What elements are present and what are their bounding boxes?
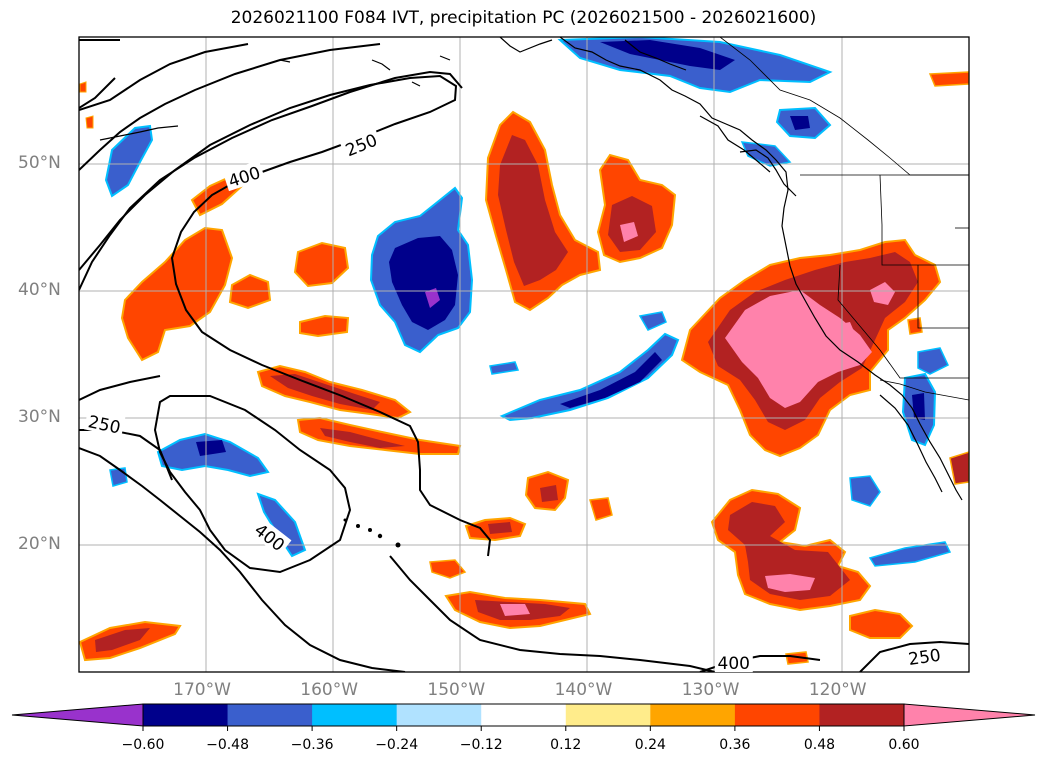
precip-field-subtropical-negative — [489, 311, 680, 422]
precip-field-southwest-negative — [849, 347, 952, 567]
colorbar-segment — [565, 704, 651, 726]
contour-label-background — [904, 643, 945, 669]
colorbar-tick-label: −0.24 — [375, 737, 419, 753]
graticule — [79, 37, 969, 672]
contour-label: 400 — [718, 654, 750, 674]
precip-field-northwest-positive — [120, 174, 272, 362]
colorbar-segment — [143, 704, 229, 726]
lon-tick-label: 150°W — [427, 680, 486, 700]
colorbar — [11, 703, 1036, 731]
colorbar-segment — [396, 704, 482, 726]
contour-label-background — [83, 409, 126, 438]
contour-label-background — [222, 160, 266, 192]
lat-tick-label: 20°N — [18, 534, 61, 554]
colorbar-segment — [650, 704, 736, 726]
precip-field-mexico-positive — [79, 71, 969, 665]
colorbar-segment — [481, 704, 567, 726]
political-borders — [719, 37, 969, 401]
precip-field-central-positive — [293, 110, 677, 338]
precip-field-hawaii-negative — [109, 432, 307, 558]
precip-field-california-positive — [680, 238, 969, 485]
contour-label-background — [249, 517, 292, 557]
colorbar-tick-label: −0.48 — [206, 737, 249, 753]
contour-label-background — [714, 652, 753, 673]
colorbar-tick-label: 0.36 — [719, 737, 751, 753]
colorbar-extend-low — [11, 703, 144, 727]
contour-label: 400 — [226, 163, 263, 192]
lon-tick-label: 140°W — [554, 680, 613, 700]
colorbar-extend-high — [903, 703, 1036, 727]
map-frame — [78, 36, 970, 673]
colorbar-tick-label: 0.48 — [803, 737, 836, 753]
colorbar-segment — [312, 704, 398, 726]
colorbar-tick-label: 0.60 — [888, 737, 920, 753]
colorbar-tick-label: 0.12 — [550, 737, 582, 753]
lon-tick-label: 160°W — [300, 680, 359, 700]
lon-tick-label: 170°W — [173, 680, 231, 700]
lon-tick-label: 120°W — [808, 680, 867, 700]
colorbar-segment — [734, 704, 820, 726]
precip-field-northwest-negative — [104, 124, 154, 198]
coastlines — [99, 37, 963, 501]
contour-label-background — [339, 127, 383, 161]
colorbar-segment — [227, 704, 313, 726]
colorbar-tick-label: 0.24 — [634, 737, 666, 753]
colorbar-tick-label: −0.12 — [459, 737, 503, 753]
map-title: 2026021100 F084 IVT, precipitation PC (2… — [230, 8, 817, 28]
colorbar-tick-label: −0.60 — [121, 737, 165, 753]
hawaiian-islands — [343, 518, 401, 548]
lat-tick-label: 50°N — [18, 153, 61, 173]
colorbar-segment — [819, 704, 905, 726]
colorbar-tick-label: −0.36 — [290, 737, 334, 753]
contour-label: 250 — [907, 646, 942, 670]
lat-tick-label: 30°N — [18, 407, 61, 427]
lat-tick-label: 40°N — [18, 280, 61, 300]
lon-tick-label: 130°W — [681, 680, 740, 700]
map-plot-area — [79, 37, 969, 672]
precip-field-central-negative — [369, 186, 474, 354]
contour-label: 250 — [343, 131, 381, 162]
